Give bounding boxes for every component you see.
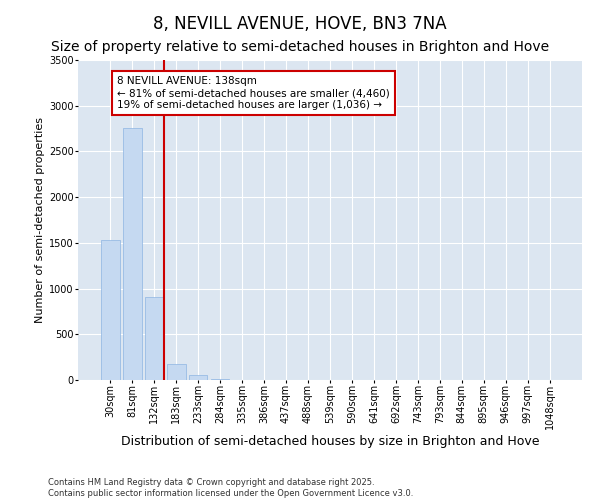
Bar — [145, 297, 164, 380]
Bar — [211, 379, 229, 380]
Text: Size of property relative to semi-detached houses in Brighton and Hove: Size of property relative to semi-detach… — [51, 40, 549, 54]
Bar — [123, 128, 142, 380]
Text: 8, NEVILL AVENUE, HOVE, BN3 7NA: 8, NEVILL AVENUE, HOVE, BN3 7NA — [153, 15, 447, 33]
X-axis label: Distribution of semi-detached houses by size in Brighton and Hove: Distribution of semi-detached houses by … — [121, 435, 539, 448]
Bar — [189, 376, 208, 380]
Text: Contains HM Land Registry data © Crown copyright and database right 2025.
Contai: Contains HM Land Registry data © Crown c… — [48, 478, 413, 498]
Bar — [167, 364, 185, 380]
Y-axis label: Number of semi-detached properties: Number of semi-detached properties — [35, 117, 45, 323]
Text: 8 NEVILL AVENUE: 138sqm
← 81% of semi-detached houses are smaller (4,460)
19% of: 8 NEVILL AVENUE: 138sqm ← 81% of semi-de… — [117, 76, 389, 110]
Bar — [101, 240, 119, 380]
